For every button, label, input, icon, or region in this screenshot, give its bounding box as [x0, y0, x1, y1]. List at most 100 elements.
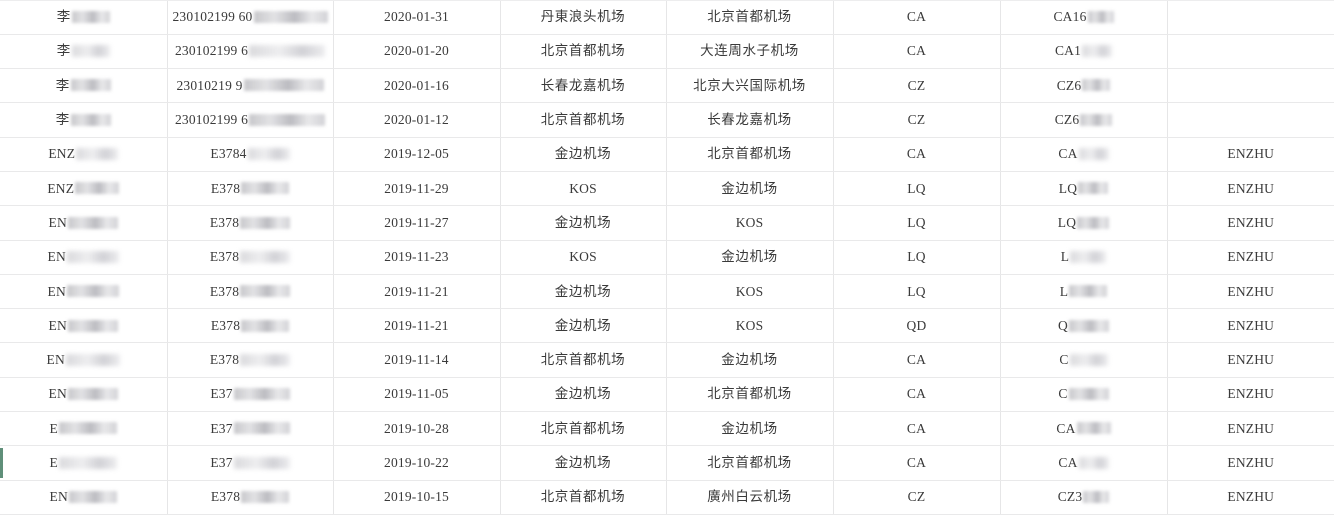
- id-number-text: E378: [209, 214, 240, 230]
- cell-origin-airport: 金边机场: [500, 274, 667, 310]
- cell-passenger-name: 李: [0, 0, 168, 35]
- table-row[interactable]: EN E378 2019-11-21 金边机场 KOS QD Q ENZHU: [0, 308, 1334, 344]
- table-row[interactable]: EN E378 2019-11-21 金边机场 KOS LQ L ENZHU: [0, 274, 1334, 310]
- redacted-block: [1082, 79, 1111, 92]
- destination-airport-text: 金边机场: [721, 249, 778, 265]
- flight-date-text: 2019-11-27: [384, 214, 449, 230]
- origin-airport-text: 北京首都机场: [540, 352, 626, 368]
- destination-airport-text: 金边机场: [721, 180, 778, 196]
- redacted-block: [1076, 422, 1111, 435]
- destination-airport-text: KOS: [735, 214, 764, 230]
- table-row[interactable]: 李 230102199 60 2020-01-31 丹東浪头机场 北京首都机场 CA CA1…: [0, 0, 1334, 35]
- cell-operator-code: ENZHU: [1167, 274, 1334, 310]
- table-row[interactable]: E E37 2019-10-28 北京首都机场 金边机场 CA CA ENZHU: [0, 411, 1334, 447]
- cell-airline-code: LQ: [833, 205, 1001, 241]
- cell-id-number: 230102199 60: [167, 0, 334, 35]
- cell-id-number: 23010219 9: [167, 68, 334, 104]
- cell-airline-code: CA: [833, 377, 1001, 413]
- cell-airline-code: CA: [833, 342, 1001, 378]
- table-row[interactable]: EN E378 2019-10-15 北京首都机场 廣州白云机场 CZ CZ3 ENZHU: [0, 480, 1334, 515]
- table-row[interactable]: ENZ E3784 2019-12-05 金边机场 北京首都机场 CA CA ENZHU: [0, 137, 1334, 172]
- passenger-name-text: EN: [46, 352, 65, 368]
- cell-flight-number: L: [1000, 274, 1168, 310]
- origin-airport-text: 北京首都机场: [540, 420, 626, 436]
- cell-passenger-name: ENZ: [0, 171, 168, 207]
- id-number-text: E37: [210, 386, 233, 402]
- redacted-block: [67, 319, 118, 332]
- redacted-block: [66, 250, 119, 263]
- airline-code-text: CZ: [907, 77, 926, 93]
- passenger-name-text: EN: [48, 214, 67, 230]
- flight-date-text: 2019-11-14: [384, 352, 449, 368]
- table-row[interactable]: EN E378 2019-11-23 KOS 金边机场 LQ L ENZHU: [0, 240, 1334, 275]
- redacted-block: [243, 79, 324, 92]
- redacted-block: [240, 216, 291, 229]
- redacted-block: [1082, 45, 1113, 58]
- table-row[interactable]: 李 230102199 6 2020-01-20 北京首都机场 大连周水子机场 CA CA1: [0, 34, 1334, 70]
- table-row[interactable]: EN E378 2019-11-27 金边机场 KOS LQ LQ ENZHU: [0, 205, 1334, 241]
- operator-code-text: ENZHU: [1227, 489, 1275, 505]
- flight-number-text: L: [1060, 249, 1070, 265]
- cell-airline-code: LQ: [833, 171, 1001, 207]
- flight-number-text: CZ6: [1054, 112, 1080, 128]
- cell-flight-number: CZ6: [1000, 102, 1168, 138]
- flight-number-text: CA16: [1053, 8, 1087, 24]
- passenger-name-text: 李: [56, 8, 71, 24]
- cell-id-number: E378: [167, 342, 334, 378]
- cell-passenger-name: EN: [0, 205, 168, 241]
- cell-flight-date: 2019-10-28: [333, 411, 501, 447]
- redacted-block: [1077, 216, 1110, 229]
- passenger-name-text: EN: [47, 283, 66, 299]
- cell-operator-code: ENZHU: [1167, 205, 1334, 241]
- redacted-block: [233, 456, 290, 469]
- table-row[interactable]: E E37 2019-10-22 金边机场 北京首都机场 CA CA ENZHU: [0, 445, 1334, 481]
- cell-operator-code: ENZHU: [1167, 411, 1334, 447]
- operator-code-text: ENZHU: [1227, 146, 1275, 162]
- cell-flight-date: 2019-11-14: [333, 342, 501, 378]
- operator-code-text: ENZHU: [1227, 214, 1275, 230]
- table-row[interactable]: 李 230102199 6 2020-01-12 北京首都机场 长春龙嘉机场 CZ CZ6: [0, 102, 1334, 138]
- cell-flight-date: 2019-11-27: [333, 205, 501, 241]
- cell-origin-airport: 北京首都机场: [500, 480, 667, 515]
- flight-date-text: 2020-01-20: [384, 43, 449, 59]
- operator-code-text: ENZHU: [1227, 283, 1275, 299]
- flight-date-text: 2019-11-21: [384, 283, 449, 299]
- flight-date-text: 2020-01-31: [384, 8, 449, 24]
- redacted-block: [240, 353, 291, 366]
- flight-number-text: LQ: [1058, 180, 1078, 196]
- redacted-block: [253, 10, 328, 23]
- airline-code-text: LQ: [907, 283, 926, 299]
- passenger-name-text: E: [49, 455, 58, 470]
- flight-date-text: 2019-11-23: [384, 249, 449, 265]
- table-row[interactable]: EN E37 2019-11-05 金边机场 北京首都机场 CA C ENZHU: [0, 377, 1334, 413]
- passenger-name-text: ENZ: [47, 180, 75, 196]
- redacted-block: [66, 285, 119, 298]
- table-row[interactable]: EN E378 2019-11-14 北京首都机场 金边机场 CA C ENZHU: [0, 342, 1334, 378]
- flight-date-text: 2019-10-15: [384, 489, 449, 505]
- cell-operator-code: ENZHU: [1167, 137, 1334, 172]
- cell-airline-code: CA: [833, 137, 1001, 172]
- redacted-block: [241, 491, 290, 504]
- cell-destination-airport: KOS: [666, 205, 834, 241]
- table-row[interactable]: 李 23010219 9 2020-01-16 长春龙嘉机场 北京大兴国际机场 CZ CZ6: [0, 68, 1334, 104]
- airline-code-text: CA: [906, 455, 927, 470]
- cell-origin-airport: 北京首都机场: [500, 34, 667, 70]
- table-row[interactable]: ENZ E378 2019-11-29 KOS 金边机场 LQ LQ ENZHU: [0, 171, 1334, 207]
- cell-flight-date: 2019-11-21: [333, 308, 501, 344]
- flight-number-text: CZ6: [1056, 77, 1082, 93]
- origin-airport-text: 北京首都机场: [540, 112, 626, 128]
- passenger-name-text: 李: [55, 77, 70, 93]
- cell-passenger-name: EN: [0, 480, 168, 515]
- redacted-block: [1087, 10, 1114, 23]
- operator-code-text: ENZHU: [1227, 352, 1275, 368]
- cell-flight-number: CA16: [1000, 0, 1168, 35]
- id-number-text: E378: [209, 249, 240, 265]
- cell-flight-number: LQ: [1000, 205, 1168, 241]
- clipped-row-divider: [0, 0, 1334, 1]
- flight-date-text: 2019-11-21: [384, 317, 449, 333]
- cell-destination-airport: 金边机场: [666, 171, 834, 207]
- cell-id-number: E378: [167, 308, 334, 344]
- id-number-text: E37: [210, 455, 233, 470]
- cell-passenger-name: ENZ: [0, 137, 168, 172]
